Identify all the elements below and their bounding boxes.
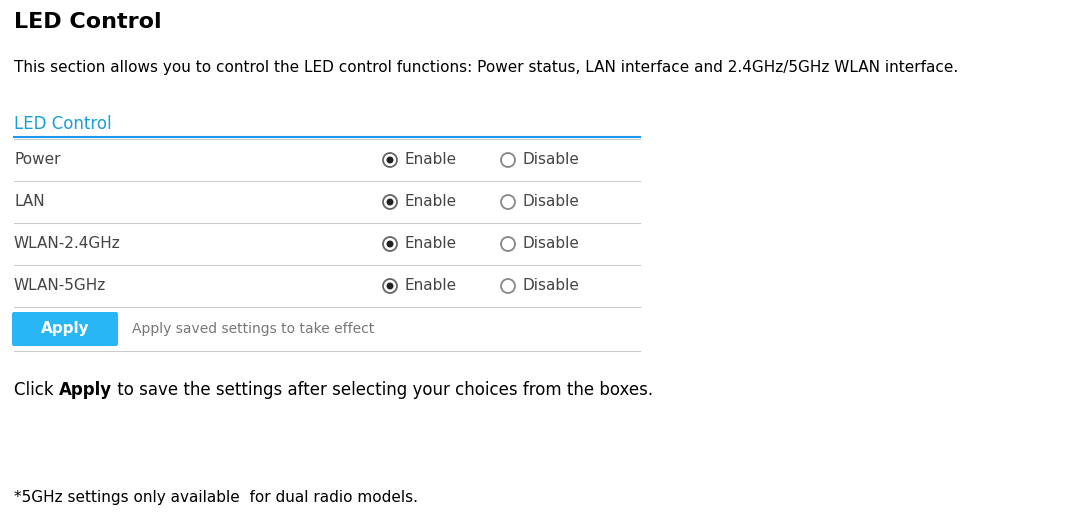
Circle shape [386, 241, 394, 247]
Text: WLAN-5GHz: WLAN-5GHz [14, 278, 106, 294]
Text: LED Control: LED Control [14, 115, 111, 133]
Text: Enable: Enable [405, 236, 457, 252]
Text: LED Control: LED Control [14, 12, 162, 32]
Circle shape [386, 282, 394, 289]
Circle shape [386, 157, 394, 164]
Text: to save the settings after selecting your choices from the boxes.: to save the settings after selecting you… [112, 381, 653, 399]
Text: Apply: Apply [41, 321, 90, 337]
FancyBboxPatch shape [12, 312, 118, 346]
Text: Apply: Apply [59, 381, 112, 399]
Text: This section allows you to control the LED control functions: Power status, LAN : This section allows you to control the L… [14, 60, 958, 75]
Text: Enable: Enable [405, 152, 457, 167]
Text: Click: Click [14, 381, 59, 399]
Text: *5GHz settings only available  for dual radio models.: *5GHz settings only available for dual r… [14, 490, 418, 505]
Text: Disable: Disable [523, 194, 579, 210]
Text: Power: Power [14, 152, 60, 167]
Text: Disable: Disable [523, 236, 579, 252]
Text: Disable: Disable [523, 278, 579, 294]
Text: Disable: Disable [523, 152, 579, 167]
Text: Enable: Enable [405, 278, 457, 294]
Text: Enable: Enable [405, 194, 457, 210]
Text: WLAN-2.4GHz: WLAN-2.4GHz [14, 236, 121, 252]
Text: Apply saved settings to take effect: Apply saved settings to take effect [132, 322, 374, 336]
Circle shape [386, 199, 394, 205]
Text: LAN: LAN [14, 194, 44, 210]
